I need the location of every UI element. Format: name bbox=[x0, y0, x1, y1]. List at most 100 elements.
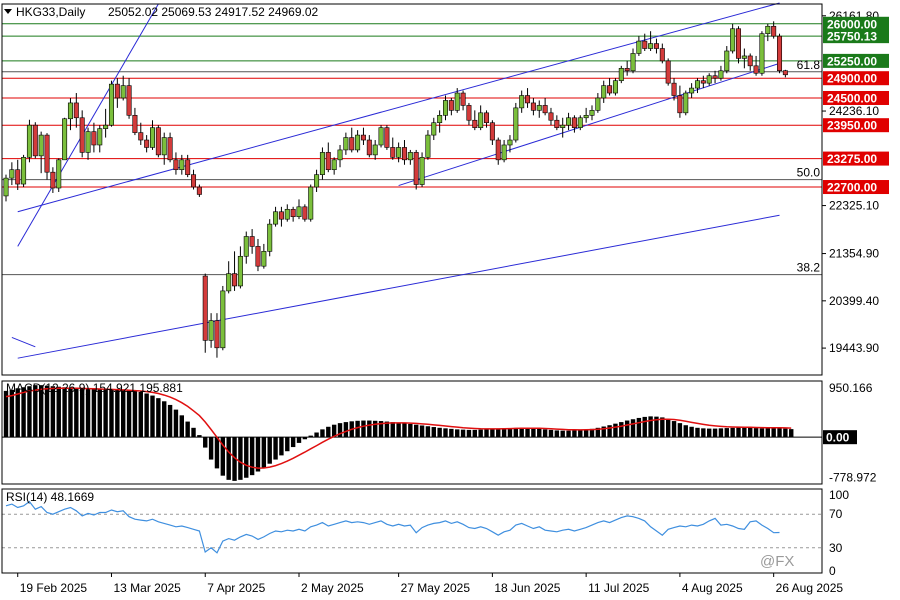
candle-2025-04-10 bbox=[220, 285, 226, 351]
macd-bar-68 bbox=[402, 423, 407, 438]
candle-body bbox=[26, 124, 32, 158]
candle-2025-03-04 bbox=[67, 97, 73, 131]
candle-2025-04-22 bbox=[255, 238, 261, 272]
candle-body bbox=[607, 85, 613, 94]
candle-2025-05-27 bbox=[396, 142, 402, 163]
macd-bar-43 bbox=[255, 437, 261, 472]
candle-body bbox=[407, 152, 413, 161]
candle-2025-04-07 bbox=[202, 273, 208, 353]
candle-2025-06-11 bbox=[460, 90, 466, 111]
candle-2025-05-02 bbox=[296, 199, 302, 220]
candle-body bbox=[782, 70, 788, 76]
macd-bar-52 bbox=[308, 435, 313, 438]
macd-bar-33 bbox=[197, 435, 202, 438]
candle-body bbox=[771, 25, 777, 37]
level-tag-26000.00: 26000.00 bbox=[823, 16, 889, 31]
collapse-arrow-icon[interactable] bbox=[4, 9, 12, 14]
candle-2025-06-26 bbox=[525, 88, 531, 108]
candle-2025-08-13 bbox=[718, 65, 724, 81]
macd-bar-116 bbox=[683, 425, 688, 438]
level-tag-text: 25250.00 bbox=[827, 54, 877, 68]
candle-2025-05-28 bbox=[401, 140, 407, 165]
candle-2025-06-17 bbox=[484, 110, 490, 128]
candle-body bbox=[513, 107, 519, 141]
candle-2025-05-16 bbox=[355, 130, 361, 153]
level-tag-bg bbox=[823, 53, 889, 68]
candle-2025-04-11 bbox=[226, 261, 232, 294]
candle-2025-06-23 bbox=[507, 135, 513, 153]
candle-2025-07-21 bbox=[618, 65, 624, 84]
level-tag-23950.00: 23950.00 bbox=[823, 118, 889, 133]
candle-2025-03-07 bbox=[85, 127, 91, 160]
candle-2025-06-13 bbox=[472, 110, 478, 131]
candle-2025-06-20 bbox=[501, 140, 507, 163]
macd-bar-25 bbox=[150, 395, 155, 438]
macd-bar-18 bbox=[109, 389, 114, 438]
macd-bar-125 bbox=[736, 427, 741, 438]
candle-body bbox=[32, 124, 38, 157]
macd-bar-104 bbox=[613, 423, 618, 438]
x-label-5: 18 Jun 2025 bbox=[494, 581, 560, 595]
level-tag-22700.00: 22700.00 bbox=[823, 180, 889, 195]
candle-body bbox=[126, 85, 132, 116]
macd-bar-7 bbox=[44, 385, 50, 438]
macd-bar-84 bbox=[496, 428, 501, 438]
candle-body bbox=[372, 144, 378, 156]
candle-body bbox=[38, 134, 44, 157]
candle-body bbox=[202, 275, 208, 341]
level-tag-25750.13: 25750.13 bbox=[823, 29, 889, 44]
price-tick-21354.90: 21354.90 bbox=[829, 247, 879, 261]
candle-2025-03-06 bbox=[79, 110, 85, 158]
level-tag-text: 23950.00 bbox=[827, 119, 877, 133]
candle-body bbox=[401, 147, 407, 161]
candle-body bbox=[659, 48, 665, 62]
candle-2025-07-29 bbox=[653, 38, 659, 54]
candle-2025-03-21 bbox=[144, 135, 150, 153]
price-tick-19443.90: 19443.90 bbox=[829, 341, 879, 355]
candle-body bbox=[501, 144, 507, 161]
macd-bar-132 bbox=[777, 428, 782, 438]
candle-2025-05-20 bbox=[366, 135, 372, 158]
macd-title: MACD(12,26,9) 154.921 195.881 bbox=[6, 381, 183, 395]
level-tag-bg bbox=[823, 118, 889, 133]
macd-bar-119 bbox=[701, 428, 706, 438]
macd-bar-120 bbox=[707, 428, 712, 438]
candle-2025-02-21 bbox=[26, 119, 32, 163]
macd-bar-44 bbox=[261, 437, 267, 468]
candle-body bbox=[484, 112, 490, 124]
candle-body bbox=[243, 236, 249, 257]
candle-2025-08-12 bbox=[712, 70, 718, 84]
candle-2025-02-17 bbox=[3, 174, 9, 202]
candle-body bbox=[665, 60, 671, 84]
candle-2025-03-17 bbox=[120, 75, 126, 101]
macd-bar-65 bbox=[384, 421, 390, 438]
candle-body bbox=[636, 40, 642, 54]
candle-body bbox=[495, 139, 501, 161]
macd-bar-103 bbox=[607, 425, 612, 438]
macd-bar-108 bbox=[636, 417, 642, 438]
candle-2025-05-14 bbox=[343, 132, 349, 155]
candle-body bbox=[355, 134, 361, 151]
candle-2025-05-13 bbox=[337, 144, 343, 168]
candle-body bbox=[448, 100, 454, 111]
candle-body bbox=[155, 127, 161, 156]
candle-body bbox=[67, 102, 73, 120]
candle-body bbox=[249, 236, 255, 247]
candle-body bbox=[21, 157, 27, 185]
candle-body bbox=[308, 186, 314, 220]
candle-2025-04-02 bbox=[191, 169, 197, 190]
macd-bar-107 bbox=[630, 419, 636, 438]
candle-body bbox=[167, 137, 173, 161]
candle-body bbox=[226, 273, 232, 292]
candle-body bbox=[150, 127, 156, 148]
candle-body bbox=[536, 105, 542, 111]
candle-body bbox=[337, 149, 343, 161]
level-tag-23275.00: 23275.00 bbox=[823, 151, 889, 166]
candle-body bbox=[624, 68, 630, 72]
macd-bar-100 bbox=[589, 428, 595, 438]
macd-panel bbox=[1, 380, 823, 485]
macd-bar-127 bbox=[748, 427, 753, 438]
macd-bar-10 bbox=[62, 387, 67, 438]
macd-bar-113 bbox=[665, 418, 671, 438]
candle-2025-07-30 bbox=[659, 43, 665, 64]
